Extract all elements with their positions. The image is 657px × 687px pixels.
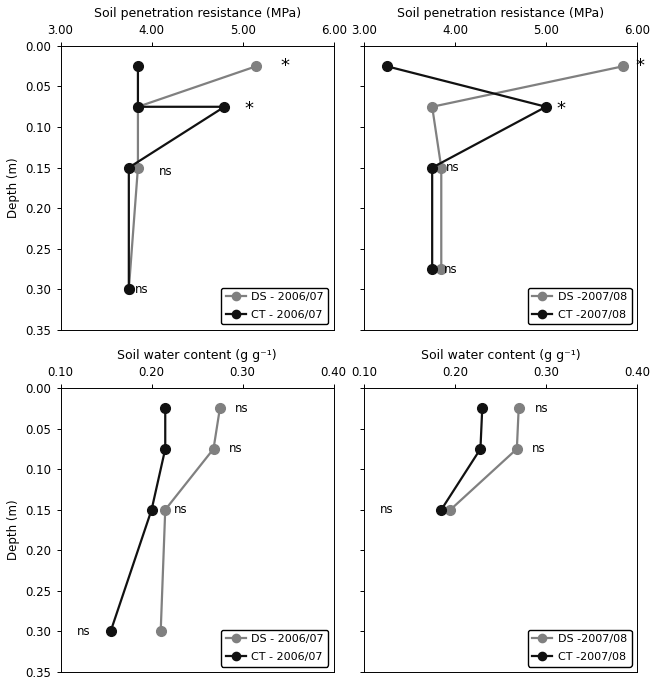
Text: ns: ns: [159, 165, 173, 178]
Title: Soil penetration resistance (MPa): Soil penetration resistance (MPa): [93, 7, 301, 20]
CT -2007/08: [542, 102, 550, 111]
Text: ns: ns: [532, 442, 546, 455]
Line: DS - 2006/07: DS - 2006/07: [124, 61, 261, 294]
DS - 2006/07: [210, 444, 217, 453]
Line: CT - 2006/07: CT - 2006/07: [124, 61, 229, 294]
Text: ns: ns: [77, 625, 91, 638]
Text: *: *: [635, 57, 645, 75]
DS -2007/08: [438, 265, 445, 273]
Text: ns: ns: [380, 504, 394, 516]
CT - 2006/07: [162, 444, 170, 453]
Legend: DS - 2006/07, CT - 2006/07: DS - 2006/07, CT - 2006/07: [221, 288, 328, 324]
CT - 2006/07: [125, 285, 133, 293]
CT -2007/08: [382, 62, 390, 70]
CT -2007/08: [476, 444, 484, 453]
Title: Soil water content (g g⁻¹): Soil water content (g g⁻¹): [118, 349, 277, 362]
Legend: DS -2007/08, CT -2007/08: DS -2007/08, CT -2007/08: [528, 288, 631, 324]
DS -2007/08: [447, 506, 455, 514]
Text: ns: ns: [446, 161, 459, 174]
CT - 2006/07: [162, 404, 170, 412]
Text: ns: ns: [235, 402, 249, 415]
Legend: DS -2007/08, CT -2007/08: DS -2007/08, CT -2007/08: [528, 630, 631, 666]
CT -2007/08: [428, 265, 436, 273]
DS -2007/08: [438, 164, 445, 172]
Line: CT -2007/08: CT -2007/08: [382, 61, 551, 274]
Line: DS -2007/08: DS -2007/08: [427, 61, 628, 274]
Line: CT - 2006/07: CT - 2006/07: [106, 403, 170, 636]
Line: CT -2007/08: CT -2007/08: [436, 403, 487, 515]
Line: DS - 2006/07: DS - 2006/07: [156, 403, 225, 636]
CT - 2006/07: [106, 627, 114, 635]
CT -2007/08: [428, 164, 436, 172]
DS -2007/08: [428, 102, 436, 111]
Y-axis label: Depth (m): Depth (m): [7, 499, 20, 561]
Text: *: *: [557, 100, 566, 118]
CT - 2006/07: [221, 102, 229, 111]
DS - 2006/07: [252, 62, 260, 70]
DS -2007/08: [513, 444, 521, 453]
CT -2007/08: [438, 506, 445, 514]
DS - 2006/07: [134, 164, 142, 172]
Text: *: *: [244, 100, 254, 118]
CT - 2006/07: [148, 506, 156, 514]
DS -2007/08: [514, 404, 522, 412]
Legend: DS - 2006/07, CT - 2006/07: DS - 2006/07, CT - 2006/07: [221, 630, 328, 666]
CT - 2006/07: [134, 102, 142, 111]
CT - 2006/07: [134, 62, 142, 70]
DS -2007/08: [620, 62, 627, 70]
CT -2007/08: [478, 404, 486, 412]
CT - 2006/07: [125, 164, 133, 172]
Text: ns: ns: [135, 283, 149, 296]
Title: Soil water content (g g⁻¹): Soil water content (g g⁻¹): [420, 349, 580, 362]
DS - 2006/07: [162, 506, 170, 514]
Text: ns: ns: [535, 402, 549, 415]
Text: ns: ns: [444, 262, 458, 275]
Text: ns: ns: [229, 442, 242, 455]
Text: *: *: [281, 57, 290, 75]
Y-axis label: Depth (m): Depth (m): [7, 157, 20, 218]
DS - 2006/07: [157, 627, 165, 635]
DS - 2006/07: [216, 404, 224, 412]
Title: Soil penetration resistance (MPa): Soil penetration resistance (MPa): [397, 7, 604, 20]
Line: DS -2007/08: DS -2007/08: [445, 403, 524, 515]
DS - 2006/07: [134, 102, 142, 111]
DS - 2006/07: [125, 285, 133, 293]
Text: ns: ns: [174, 504, 188, 516]
